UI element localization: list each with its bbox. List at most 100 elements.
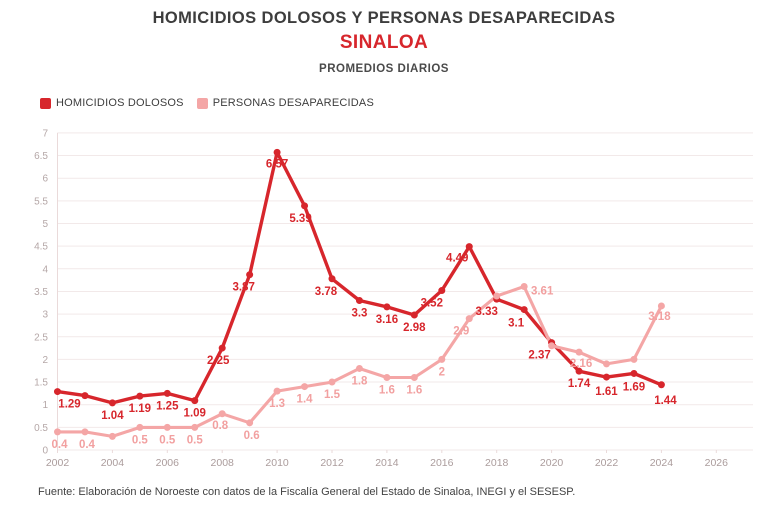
data-point-desaparecidas: [273, 387, 281, 395]
data-point-homicidios: [520, 306, 528, 314]
y-axis-tick-label: 2.5: [34, 332, 48, 343]
data-label-homicidios: 2.37: [528, 350, 550, 362]
x-axis-tick-label: 2024: [650, 457, 674, 469]
x-axis-tick-label: 2006: [156, 457, 180, 469]
data-point-homicidios: [383, 303, 391, 311]
data-label-homicidios: 1.69: [623, 381, 645, 393]
x-axis-tick-label: 2016: [430, 457, 454, 469]
data-point-homicidios: [273, 148, 281, 156]
data-point-desaparecidas: [548, 342, 556, 350]
x-axis-tick-label: 2020: [540, 457, 564, 469]
data-label-homicidios: 3.1: [508, 318, 525, 330]
y-axis-tick-label: 6: [42, 174, 48, 185]
data-point-desaparecidas: [246, 419, 254, 427]
data-point-homicidios: [136, 392, 144, 400]
legend-item-desaparecidas: PERSONAS DESAPARECIDAS: [196, 97, 374, 109]
data-label-homicidios: 1.29: [58, 399, 80, 411]
data-label-desaparecidas: 1.8: [351, 375, 368, 387]
data-point-desaparecidas: [465, 315, 473, 323]
chart-caption: PROMEDIOS DIARIOS: [319, 63, 449, 75]
data-label-homicidios: 3.16: [376, 314, 398, 326]
data-label-homicidios: 1.19: [129, 403, 151, 415]
region-title: SINALOA: [339, 32, 429, 53]
data-label-homicidios: 3.33: [476, 306, 498, 318]
data-point-desaparecidas: [383, 374, 391, 382]
data-label-desaparecidas: 1.5: [324, 389, 341, 401]
data-point-homicidios: [355, 297, 363, 305]
data-point-desaparecidas: [355, 364, 363, 372]
y-axis-tick-label: 4.5: [34, 242, 48, 253]
data-point-homicidios: [410, 311, 418, 319]
data-label-desaparecidas: 0.4: [52, 439, 69, 451]
data-point-desaparecidas: [301, 383, 309, 391]
data-label-homicidios: 1.74: [568, 378, 591, 390]
data-point-desaparecidas: [603, 360, 610, 368]
y-axis-tick-label: 7: [42, 128, 48, 139]
data-point-desaparecidas: [410, 374, 418, 382]
data-label-homicidios: 6.57: [266, 158, 288, 170]
data-label-desaparecidas: 1.6: [379, 385, 395, 397]
data-point-desaparecidas: [328, 378, 336, 386]
data-label-desaparecidas: 2.9: [453, 326, 469, 338]
data-point-desaparecidas: [493, 292, 501, 300]
data-label-desaparecidas: 1.3: [269, 398, 285, 410]
data-point-desaparecidas: [191, 423, 199, 431]
legend-label-homicidios: HOMICIDIOS DOLOSOS: [56, 97, 184, 109]
x-axis-tick-label: 2026: [705, 457, 729, 469]
data-label-homicidios: 2.25: [207, 355, 230, 367]
data-label-homicidios: 1.61: [595, 386, 618, 398]
y-axis-tick-label: 6.5: [34, 151, 48, 162]
data-point-homicidios: [108, 399, 116, 407]
x-axis-tick-label: 2014: [375, 457, 399, 469]
data-label-desaparecidas: 2.16: [570, 358, 592, 370]
x-axis-tick-label: 2012: [320, 457, 344, 469]
data-label-homicidios: 3.78: [315, 286, 338, 298]
y-axis-tick-label: 2: [42, 355, 48, 366]
data-point-homicidios: [218, 344, 226, 352]
data-point-homicidios: [81, 392, 89, 400]
data-point-desaparecidas: [438, 355, 446, 363]
data-label-homicidios: 1.44: [654, 395, 677, 407]
data-label-desaparecidas: 0.5: [187, 434, 204, 446]
title-block: HOMICIDIOS DOLOSOS Y PERSONAS DESAPARECI…: [0, 9, 768, 75]
data-point-homicidios: [246, 271, 254, 279]
data-label-homicidios: 3.52: [421, 298, 443, 310]
data-point-desaparecidas: [520, 282, 528, 290]
data-point-desaparecidas: [630, 355, 638, 363]
x-axis-tick-label: 2008: [211, 457, 235, 469]
y-axis-tick-label: 0: [42, 446, 48, 457]
legend-swatch-pink-icon: [196, 97, 208, 109]
y-axis-tick-label: 4: [42, 264, 48, 275]
data-point-desaparecidas: [218, 410, 226, 418]
data-label-desaparecidas: 1.4: [297, 394, 314, 406]
data-point-homicidios: [630, 369, 638, 377]
data-label-homicidios: 2.98: [403, 322, 426, 334]
data-point-homicidios: [328, 275, 336, 283]
y-axis-tick-label: 0.5: [34, 423, 48, 434]
y-axis-tick-label: 3.5: [34, 287, 48, 298]
y-axis-tick-label: 1.5: [34, 378, 48, 389]
data-label-homicidios: 3.3: [351, 308, 367, 320]
x-axis-tick-label: 2018: [485, 457, 509, 469]
data-point-desaparecidas: [657, 302, 665, 310]
data-point-desaparecidas: [163, 423, 171, 431]
data-label-desaparecidas: 2: [439, 366, 445, 378]
data-point-homicidios: [301, 202, 309, 210]
data-point-homicidios: [575, 367, 583, 375]
data-point-homicidios: [438, 287, 446, 295]
legend-label-desaparecidas: PERSONAS DESAPARECIDAS: [212, 97, 374, 109]
y-axis-tick-label: 5: [42, 219, 48, 230]
y-axis-tick-label: 1: [42, 400, 48, 411]
data-point-desaparecidas: [81, 428, 89, 436]
data-label-homicidios: 1.09: [184, 408, 206, 420]
page-title: HOMICIDIOS DOLOSOS Y PERSONAS DESAPARECI…: [152, 9, 616, 27]
y-axis-tick-label: 3: [42, 310, 48, 321]
data-label-homicidios: 4.49: [446, 253, 468, 265]
x-axis-tick-label: 2002: [46, 457, 70, 469]
data-label-desaparecidas: 0.6: [244, 430, 260, 442]
data-point-homicidios: [465, 243, 473, 251]
data-label-homicidios: 1.25: [156, 400, 179, 412]
data-label-desaparecidas: 0.5: [132, 434, 149, 446]
